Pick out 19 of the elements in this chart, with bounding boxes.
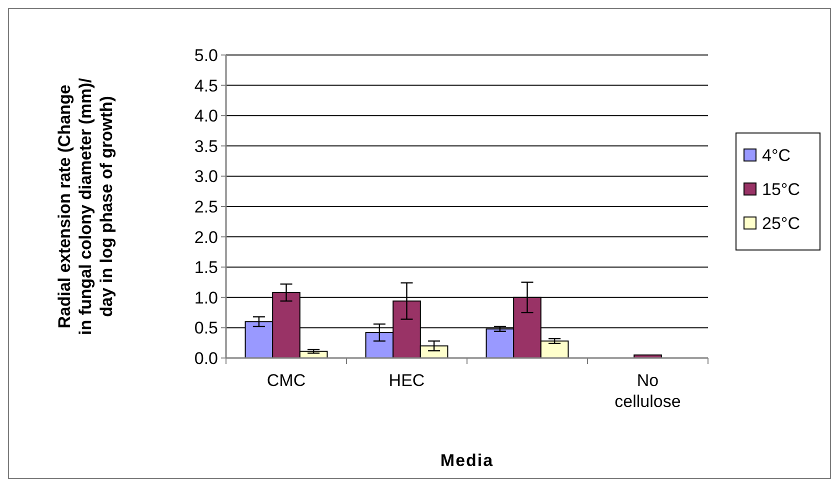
- y-tick-label: 3.5: [194, 136, 218, 156]
- y-tick-label: 2.0: [194, 228, 218, 247]
- legend-label: 4°C: [762, 146, 791, 165]
- x-axis-title: Media: [440, 451, 494, 470]
- y-tick-label: 5.0: [194, 46, 218, 65]
- y-tick-label: 4.0: [194, 106, 218, 126]
- y-tick-label: 0.0: [194, 348, 218, 368]
- y-tick-label: 1.5: [194, 258, 218, 278]
- y-axis-title: Radial extension rate (Change in fungal colony diameter (mm)/ day in log phase of growth): [55, 78, 116, 335]
- x-tick-label: No cellulose: [614, 371, 681, 411]
- legend-label: 25°C: [762, 214, 800, 233]
- x-tick-label: CMC: [266, 371, 306, 390]
- x-tick-label: HEC: [388, 371, 425, 390]
- y-tick-label: 4.5: [194, 76, 218, 96]
- y-tick-label: 1.0: [194, 288, 218, 308]
- y-tick-label: 3.0: [194, 167, 218, 186]
- y-tick-label: 0.5: [194, 318, 218, 338]
- legend-label: 15°C: [762, 180, 800, 199]
- y-tick-label: 2.5: [194, 197, 218, 216]
